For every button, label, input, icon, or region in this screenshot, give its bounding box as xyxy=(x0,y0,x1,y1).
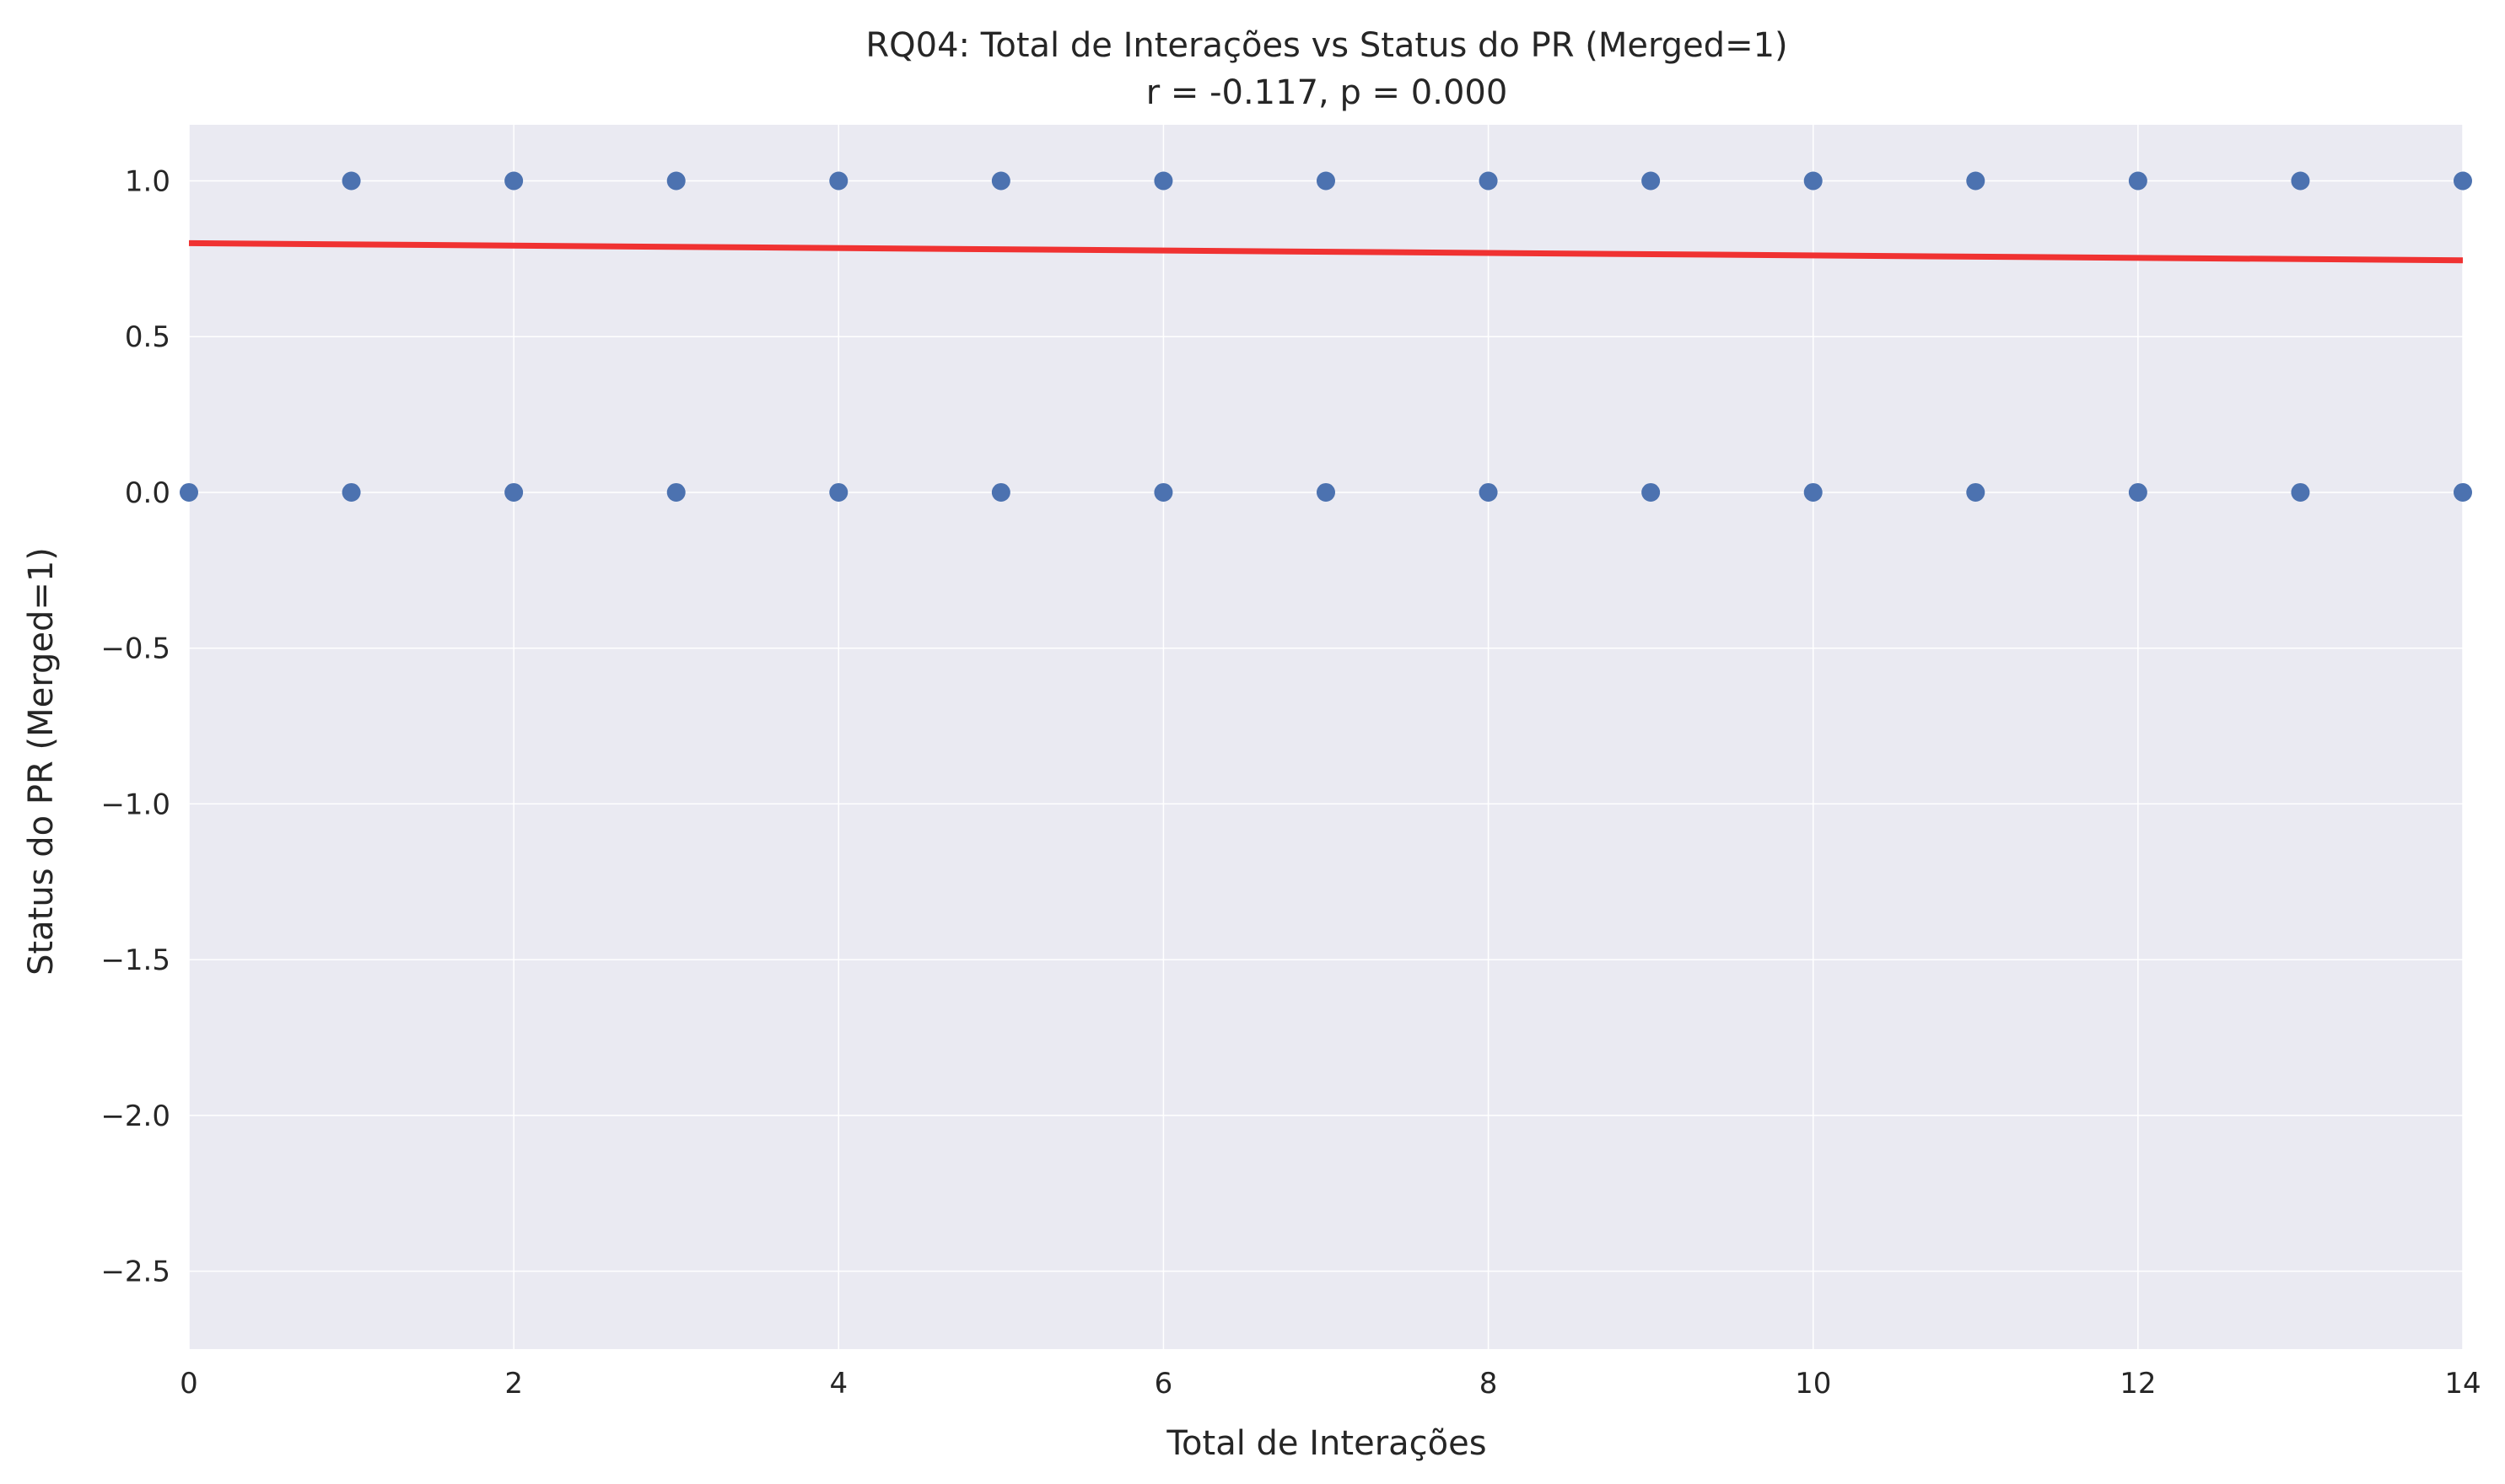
data-point xyxy=(1966,171,1985,191)
data-point xyxy=(1479,171,1498,191)
x-tick-label: 8 xyxy=(1479,1367,1498,1401)
chart-subtitle: r = -0.117, p = 0.000 xyxy=(1146,73,1508,112)
x-tick-label: 0 xyxy=(180,1367,198,1401)
y-axis-label: Status do PR (Merged=1) xyxy=(22,547,61,976)
data-point xyxy=(2454,171,2472,191)
y-tick-label: −0.5 xyxy=(100,632,170,666)
data-point xyxy=(1154,482,1173,502)
grid-lines xyxy=(188,125,2464,1349)
data-point xyxy=(1966,482,1985,502)
data-point xyxy=(666,482,686,502)
data-point xyxy=(342,171,361,191)
data-point xyxy=(1641,482,1661,502)
x-tick-label: 4 xyxy=(829,1367,848,1401)
data-point xyxy=(1317,482,1335,502)
x-tick-label: 6 xyxy=(1155,1367,1173,1401)
data-point xyxy=(1641,171,1661,191)
data-point xyxy=(991,482,1010,502)
tick-labels: 0 2 4 6 8 10 12 14 1.0 0.5 0.0 −0.5 −1.0 −1.5 −2.0 −2.5 xyxy=(100,165,2481,1401)
x-axis-label: Total de Interações xyxy=(1166,1424,1486,1463)
y-tick-label: −1.5 xyxy=(100,944,170,977)
data-point xyxy=(504,171,524,191)
y-tick-label: −2.0 xyxy=(100,1100,170,1133)
chart-title: RQ04: Total de Interações vs Status do P… xyxy=(865,26,1787,65)
data-points xyxy=(180,171,2472,502)
data-point xyxy=(2454,482,2472,502)
y-tick-label: −1.0 xyxy=(100,788,170,821)
y-tick-label: 1.0 xyxy=(125,165,170,199)
data-point xyxy=(1317,171,1335,191)
data-point xyxy=(2128,482,2147,502)
data-point xyxy=(991,171,1010,191)
data-point xyxy=(1803,482,1823,502)
data-point xyxy=(1479,482,1498,502)
x-tick-label: 12 xyxy=(2120,1367,2156,1401)
data-point xyxy=(504,482,524,502)
y-tick-label: −2.5 xyxy=(100,1255,170,1289)
plot-area xyxy=(189,125,2463,1349)
data-point xyxy=(666,171,686,191)
y-tick-label: 0.0 xyxy=(125,476,170,510)
data-point xyxy=(829,482,848,502)
data-point xyxy=(180,482,198,502)
data-point xyxy=(2291,482,2310,502)
data-point xyxy=(1154,171,1173,191)
data-point xyxy=(829,171,848,191)
x-tick-label: 10 xyxy=(1795,1367,1831,1401)
x-tick-label: 2 xyxy=(504,1367,523,1401)
x-tick-label: 14 xyxy=(2444,1367,2481,1401)
data-point xyxy=(2128,171,2147,191)
y-tick-label: 0.5 xyxy=(125,320,170,354)
data-point xyxy=(342,482,361,502)
data-point xyxy=(1803,171,1823,191)
trend-line xyxy=(188,239,2464,264)
data-point xyxy=(2291,171,2310,191)
